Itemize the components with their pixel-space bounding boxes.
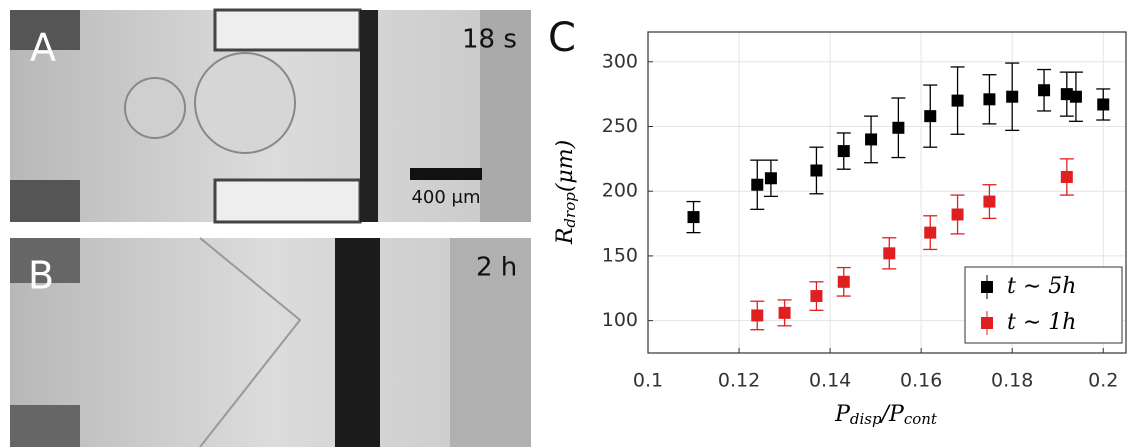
marker [837, 275, 850, 288]
marker [778, 306, 791, 319]
panel-a: A 18 s 400 μm [10, 8, 531, 224]
x-tick-label: 0.16 [900, 370, 942, 392]
legend-label: t ∼ 5h [1007, 274, 1076, 299]
marker [764, 172, 777, 185]
marker [924, 110, 937, 123]
legend-swatch [981, 317, 993, 329]
marker [687, 211, 700, 224]
legend-label: t ∼ 1h [1007, 310, 1076, 335]
x-tick-label: 0.12 [718, 370, 760, 392]
y-tick-label: 250 [602, 115, 638, 137]
marker [1097, 98, 1110, 111]
x-tick-label: 0.14 [809, 370, 851, 392]
axes-box [647, 31, 1127, 354]
marker [1060, 88, 1073, 101]
marker [924, 226, 937, 239]
y-tick-label: 100 [602, 309, 638, 331]
panel-label: B [28, 254, 54, 298]
panel-label: C [548, 15, 576, 61]
time-label: 2 h [476, 253, 517, 283]
y-tick-label: 200 [602, 180, 638, 202]
marker [837, 145, 850, 158]
marker [751, 178, 764, 191]
marker [810, 164, 823, 177]
marker [983, 93, 996, 106]
time-label: 18 s [462, 25, 517, 55]
chart: C Pdisp/Pcont Rdrop(μm) 0.1 0.12 0.14 0.16 0… [548, 15, 1127, 428]
scale-bar-label: 400 μm [411, 187, 480, 208]
marker [983, 195, 996, 208]
marker [865, 133, 878, 146]
y-tick-label: 150 [602, 244, 638, 266]
panel-b: B 2 h [10, 237, 531, 447]
marker [1069, 90, 1082, 103]
y-axis-label: Rdrop(μm) [553, 140, 579, 245]
marker [1038, 84, 1051, 97]
x-tick-label: 0.1 [633, 370, 663, 392]
marker [1060, 170, 1073, 183]
x-tick-label: 0.18 [991, 370, 1033, 392]
x-axis-label: Pdisp/Pcont [834, 402, 938, 428]
marker [751, 309, 764, 322]
marker [951, 94, 964, 107]
y-tick-label: 300 [602, 50, 638, 72]
panel-label: A [30, 26, 56, 70]
legend-swatch [981, 281, 993, 293]
marker [1006, 90, 1019, 103]
marker [951, 208, 964, 221]
legend-box [964, 266, 1123, 344]
marker [883, 247, 896, 260]
marker [892, 121, 905, 134]
marker [810, 290, 823, 303]
x-tick-label: 0.2 [1088, 370, 1118, 392]
